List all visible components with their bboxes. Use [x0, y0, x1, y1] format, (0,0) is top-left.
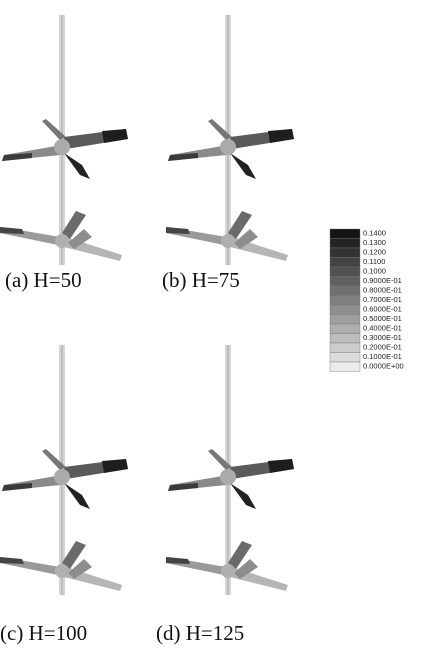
legend-label: 0.1300: [363, 238, 386, 247]
legend-label: 0.1000E-01: [363, 352, 402, 361]
legend-label: 0.6000E-01: [363, 305, 402, 314]
impeller-image: [166, 15, 294, 265]
legend-swatch: [330, 286, 360, 296]
legend-label: 0.1400: [363, 229, 386, 238]
legend-label: 0.7000E-01: [363, 295, 402, 304]
legend-swatch: [330, 334, 360, 344]
legend-swatch: [330, 315, 360, 325]
legend-swatch: [330, 324, 360, 334]
figure: (a) H=50 (b) H=75 (c) H=100 (d) H=125 0.…: [0, 0, 436, 652]
legend-swatch: [330, 296, 360, 306]
legend-label: 0.2000E-01: [363, 343, 402, 352]
impeller-image: [166, 345, 294, 595]
page: {"panels": [ {"label": "(a) H=50"}, {"la…: [0, 0, 436, 652]
impeller-image: [0, 15, 128, 265]
legend-swatch: [330, 229, 360, 239]
legend-swatch: [330, 248, 360, 258]
legend-swatch: [330, 362, 360, 372]
legend-label: 0.9000E-01: [363, 276, 402, 285]
legend-swatch: [330, 277, 360, 287]
legend-label: 0.1100: [363, 257, 385, 266]
panel-caption: (c) H=100: [0, 621, 87, 645]
legend-swatch: [330, 258, 360, 268]
legend-label: 0.8000E-01: [363, 286, 402, 295]
legend-swatch: [330, 239, 360, 249]
panel-caption: (a) H=50: [5, 268, 82, 292]
legend-swatch: [330, 305, 360, 315]
legend-label: 0.4000E-01: [363, 324, 402, 333]
legend-label: 0.5000E-01: [363, 314, 402, 323]
color-legend: 0.14000.13000.12000.11000.10000.9000E-01…: [330, 229, 404, 372]
panel-caption: (d) H=125: [156, 621, 244, 645]
legend-swatch: [330, 353, 360, 363]
panel-caption: (b) H=75: [162, 268, 240, 292]
legend-swatch: [330, 267, 360, 277]
legend-label: 0.1000: [363, 267, 386, 276]
legend-label: 0.1200: [363, 248, 386, 257]
legend-label: 0.3000E-01: [363, 333, 402, 342]
legend-label: 0.0000E+00: [363, 362, 404, 371]
legend-swatch: [330, 343, 360, 353]
impeller-image: [0, 345, 128, 595]
